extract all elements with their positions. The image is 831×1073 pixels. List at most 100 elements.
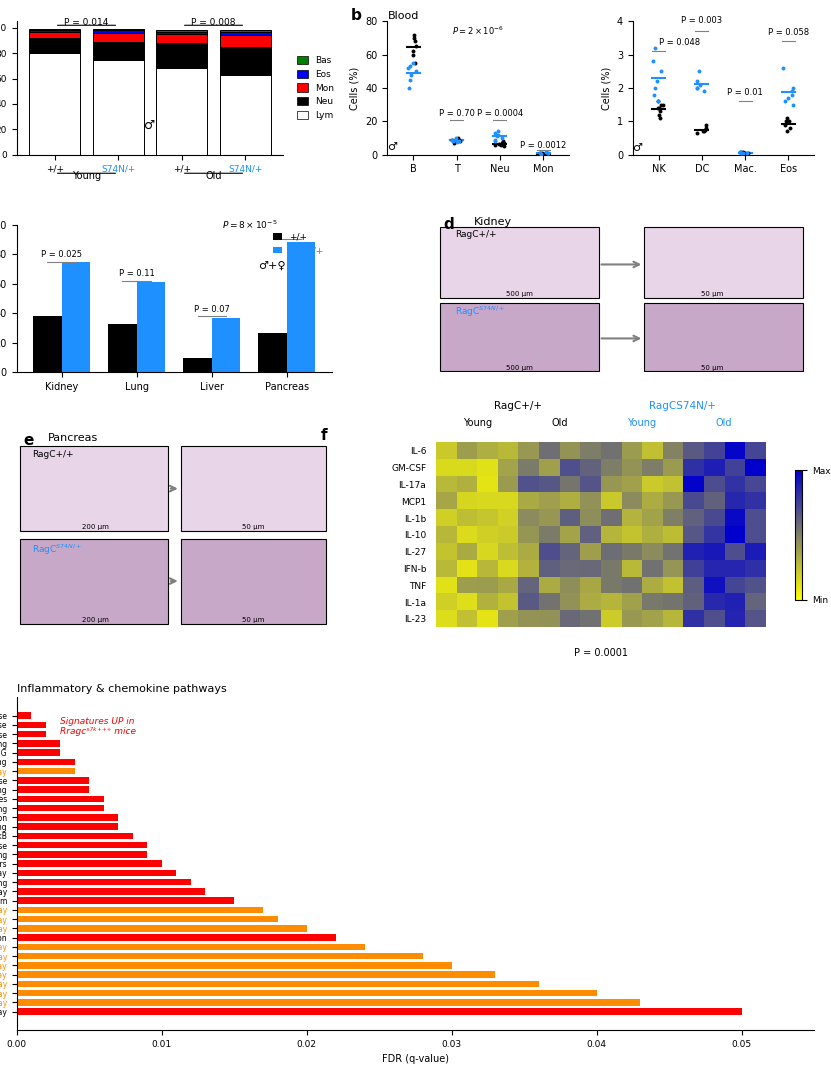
Text: Inflammatory & chemokine pathways: Inflammatory & chemokine pathways [17, 684, 226, 693]
Text: e: e [23, 433, 33, 449]
Text: Blood: Blood [387, 11, 419, 20]
Bar [17, 879, 190, 885]
Text: Old: Old [551, 417, 568, 427]
Text: ♂: ♂ [145, 119, 155, 132]
Point [648, 40, 661, 57]
Point [450, 131, 463, 148]
Point [450, 133, 463, 150]
Point [402, 79, 416, 97]
Bar [17, 869, 176, 877]
Point [652, 92, 665, 109]
X-axis label: FDR (q-value): FDR (q-value) [382, 1055, 449, 1064]
Point [407, 26, 420, 43]
Point [489, 124, 502, 142]
Point [699, 121, 712, 138]
Bar [258, 333, 287, 372]
Point [693, 76, 706, 93]
Text: Young: Young [627, 417, 656, 427]
Text: P = 0.048: P = 0.048 [659, 38, 700, 47]
Bar [17, 805, 104, 811]
Text: P = 0.025: P = 0.025 [42, 250, 82, 259]
Bar [156, 31, 207, 34]
Bar [33, 317, 61, 372]
Text: P = 0.0004: P = 0.0004 [477, 109, 523, 118]
Text: Young: Young [72, 171, 101, 180]
Point [452, 133, 465, 150]
Point [497, 133, 510, 150]
Bar [93, 29, 144, 30]
Point [489, 133, 502, 150]
Point [781, 122, 794, 139]
Point [534, 145, 548, 162]
Point [785, 83, 799, 100]
FancyBboxPatch shape [180, 539, 326, 623]
Point [700, 116, 713, 133]
Bar [108, 324, 137, 372]
Point [404, 58, 417, 75]
Bar [17, 962, 452, 969]
Point [650, 73, 663, 90]
Point [652, 100, 666, 117]
Point [783, 113, 796, 130]
Text: Signatures UP in
Rragcˢ⁷ᵏ⁺⁺⁺ mice: Signatures UP in Rragcˢ⁷ᵏ⁺⁺⁺ mice [60, 717, 136, 736]
Point [697, 122, 711, 139]
Text: Young: Young [463, 417, 492, 427]
Point [453, 132, 466, 149]
Text: Old: Old [205, 171, 222, 180]
Bar [220, 31, 271, 35]
Point [692, 63, 706, 80]
Point [489, 131, 502, 148]
Text: Old: Old [715, 417, 732, 427]
Text: ♂+♀: ♂+♀ [258, 261, 286, 270]
Point [787, 79, 800, 97]
Bar [17, 971, 495, 978]
Bar [17, 935, 336, 941]
Point [656, 97, 670, 114]
Bar [17, 999, 641, 1005]
Text: P = 0.70: P = 0.70 [439, 109, 475, 118]
Point [779, 92, 792, 109]
Point [539, 144, 553, 161]
Bar [17, 759, 75, 765]
Bar [156, 43, 207, 69]
FancyBboxPatch shape [644, 227, 803, 298]
Point [735, 145, 748, 162]
Text: RagCS74N/+: RagCS74N/+ [649, 400, 716, 411]
Point [779, 113, 793, 130]
Text: ♂: ♂ [632, 144, 642, 153]
Point [654, 97, 667, 114]
Point [652, 92, 665, 109]
Point [653, 103, 666, 120]
Point [447, 134, 460, 151]
Bar [17, 749, 60, 755]
Bar [156, 69, 207, 155]
Bar [17, 990, 597, 997]
Point [782, 89, 795, 106]
Point [784, 119, 797, 136]
Point [691, 73, 704, 90]
Bar [220, 75, 271, 155]
Point [409, 38, 422, 55]
Bar [17, 888, 205, 895]
Bar [17, 712, 31, 719]
Bar [29, 38, 80, 54]
Point [447, 133, 460, 150]
Point [534, 145, 547, 162]
Point [700, 119, 713, 136]
Bar [220, 47, 271, 75]
Text: 500 μm: 500 μm [506, 291, 533, 296]
Text: f: f [321, 427, 327, 442]
Bar [17, 740, 60, 747]
Point [652, 100, 665, 117]
Text: P = 0.014: P = 0.014 [64, 17, 109, 27]
Text: P = 0.01: P = 0.01 [727, 88, 763, 97]
Bar [184, 357, 212, 372]
Point [734, 144, 747, 161]
Bar [17, 814, 118, 821]
Point [492, 135, 505, 152]
Point [653, 109, 666, 127]
Text: RagC+/+: RagC+/+ [32, 450, 74, 459]
Bar [17, 768, 75, 775]
Point [491, 126, 504, 143]
Text: P = 0.003: P = 0.003 [681, 16, 722, 25]
